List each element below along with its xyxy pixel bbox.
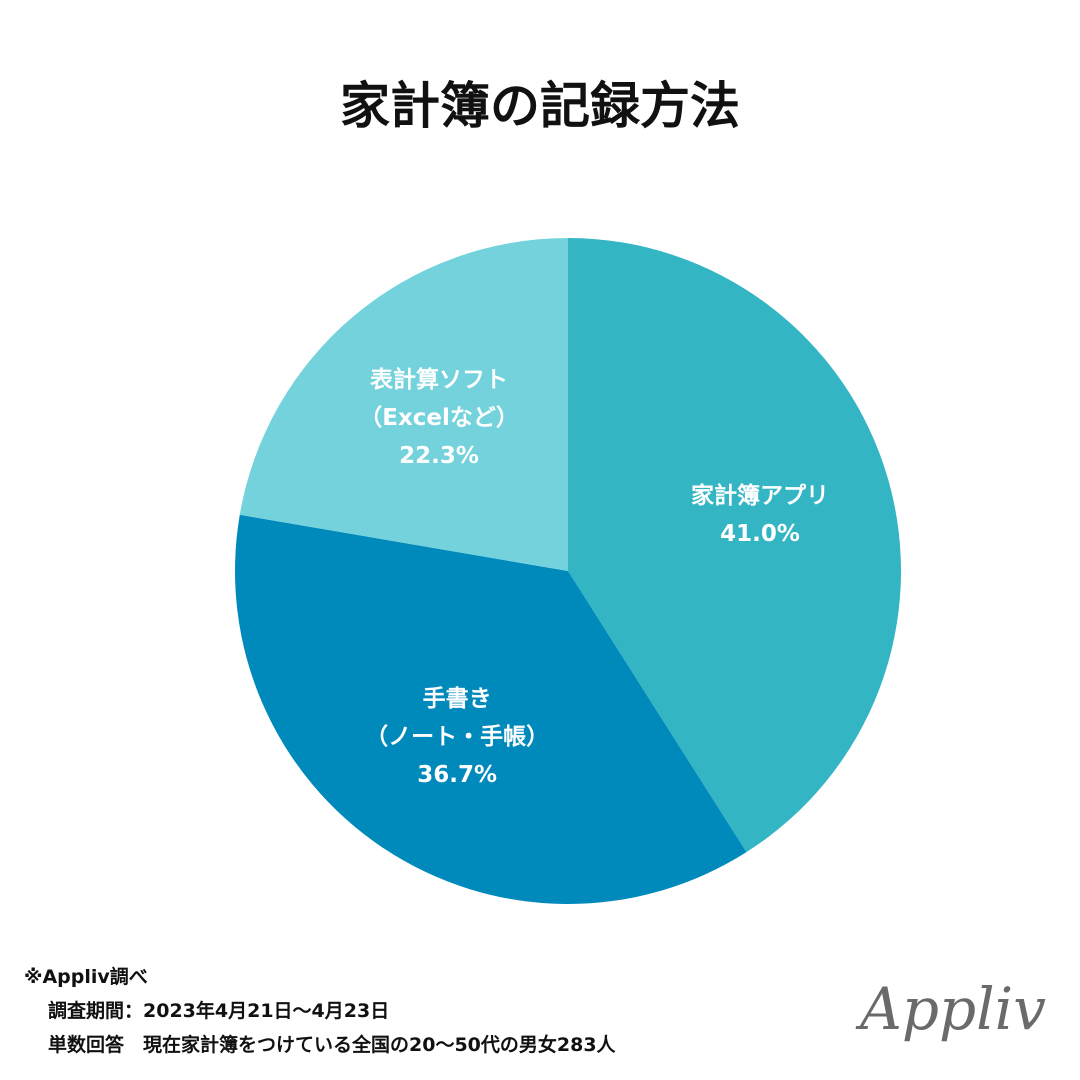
pie-slice xyxy=(239,238,569,571)
value-label: 22.3% xyxy=(399,443,479,470)
category-label: 手書き （ノート・手帳） xyxy=(365,686,550,751)
logo: Appliv xyxy=(859,975,1046,1043)
value-label: 36.7% xyxy=(417,762,498,789)
value-label: 41.0% xyxy=(720,521,800,548)
category-label: 家計簿アプリ xyxy=(691,483,830,510)
period-note: 調査期間：2023年4月21日～4月23日 xyxy=(48,1000,390,1022)
source-note: ※Appliv調べ xyxy=(24,966,148,988)
slice-label: 家計簿アプリ 41.0% xyxy=(691,477,829,553)
pie-slice xyxy=(568,238,902,853)
category-label: 表計算ソフト （Excelなど） xyxy=(359,367,519,432)
sample-note: 単数回答 現在家計簿をつけている全国の20～50代の男女283人 xyxy=(48,1034,616,1056)
slice-label: 手書き （ノート・手帳） 36.7% xyxy=(365,680,549,794)
slice-label: 表計算ソフト （Excelなど） 22.3% xyxy=(359,361,519,475)
pie-slice xyxy=(234,514,747,905)
chart-title: 家計簿の記録方法 xyxy=(340,77,740,135)
